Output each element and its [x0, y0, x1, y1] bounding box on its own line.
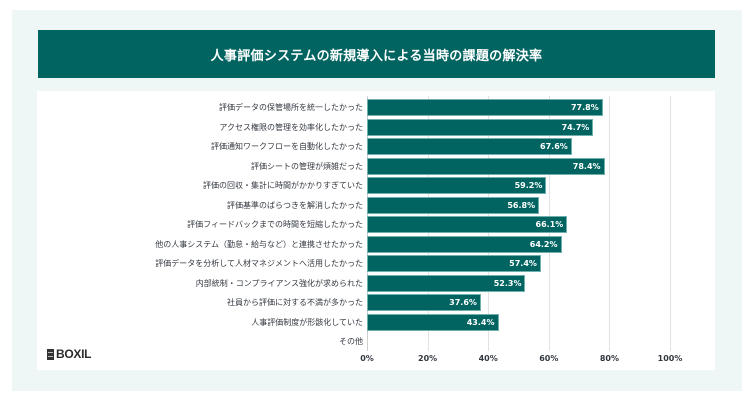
bar: 52.3% — [367, 274, 526, 292]
boxil-logo-icon — [47, 348, 54, 360]
bar: 57.4% — [367, 255, 541, 272]
bar-value-label: 59.2% — [514, 181, 543, 190]
bar-row: 67.6% — [367, 138, 670, 155]
bar-value-label: 74.7% — [561, 122, 590, 132]
bar: 37.6% — [367, 294, 481, 311]
bar: 77.8% — [367, 99, 603, 116]
chart-title-banner: 人事評価システムの新規導入による当時の課題の解決率 — [38, 30, 715, 78]
bar-row: 66.1% — [367, 216, 670, 233]
bar: 59.2% — [367, 177, 547, 194]
bar-value-label: 66.1% — [535, 220, 564, 229]
plot-area: 77.8% 74.7% 67.6% 78.4% 59.2% 56.8% 66.1% 64.2%… — [367, 96, 671, 351]
x-tick-label: 80% — [599, 354, 619, 363]
category-label: 内部統制・コンプライアンス強化が求められた — [195, 278, 363, 288]
category-label: 他の人事システム（勤怠・給与など）と連携させたかった — [155, 239, 363, 249]
bar-value-label: 37.6% — [449, 298, 477, 307]
category-label: 評価シートの管理が煩雑だった — [251, 161, 363, 171]
category-label: 評価データを分析して人材マネジメントへ活用したかった — [155, 259, 363, 268]
category-label: 評価の回収・集計に時間がかかりすぎていた — [203, 181, 363, 190]
x-tick-label: 100% — [657, 354, 683, 363]
category-label: その他 — [339, 337, 363, 346]
category-label: アクセス権限の管理を効率化したかった — [219, 122, 363, 132]
category-label: 評価データの保管場所を統一したかった — [219, 103, 363, 112]
boxil-logo-text: BOXIL — [56, 347, 92, 361]
bar-row: 43.4% — [367, 313, 670, 331]
boxil-logo: BOXIL — [47, 347, 91, 361]
x-tick-label: 40% — [478, 354, 498, 363]
bar-value-label: 78.4% — [572, 161, 601, 171]
bar: 66.1% — [367, 216, 568, 233]
bar-value-label: 52.3% — [493, 278, 522, 288]
bar-row: 52.3% — [367, 274, 670, 292]
x-tick-label: 0% — [360, 354, 374, 363]
bar: 78.4% — [367, 157, 605, 175]
bar-row: 74.7% — [367, 118, 670, 136]
bar-row: 56.8% — [367, 196, 670, 214]
bar: 67.6% — [367, 138, 572, 155]
gridline — [609, 96, 611, 351]
bar: 64.2% — [367, 235, 562, 253]
bar: 43.4% — [367, 313, 499, 331]
bar: 56.8% — [367, 196, 540, 214]
gridline — [670, 96, 671, 351]
x-tick-label: 20% — [418, 354, 438, 363]
bar: 74.7% — [367, 118, 594, 136]
category-label: 評価基準のばらつきを解消したかった — [227, 200, 363, 210]
bar-row: 64.2% — [367, 235, 670, 253]
category-label: 評価通知ワークフローを自動化したかった — [211, 142, 363, 151]
bar-value-label: 56.8% — [507, 200, 536, 210]
bar-row: 59.2% — [367, 177, 670, 194]
bar-row: 77.8% — [367, 99, 670, 116]
bar-value-label: 67.6% — [540, 142, 568, 151]
bar-value-label: 43.4% — [466, 317, 495, 327]
bar-row: 78.4% — [367, 157, 670, 175]
category-label: 評価フィードバックまでの時間を短縮したかった — [187, 220, 363, 229]
x-tick-label: 60% — [539, 354, 559, 363]
bar-value-label: 64.2% — [529, 239, 558, 249]
bar-value-label: 57.4% — [509, 259, 537, 268]
bar-value-label: 77.8% — [570, 103, 599, 112]
category-label: 人事評価制度が形骸化していた — [251, 317, 363, 327]
chart-title: 人事評価システムの新規導入による当時の課題の解決率 — [210, 48, 543, 64]
bar-row: 37.6% — [367, 294, 670, 311]
bar-row: 57.4% — [367, 255, 670, 272]
category-label: 社員から評価に対する不満が多かった — [227, 298, 363, 307]
